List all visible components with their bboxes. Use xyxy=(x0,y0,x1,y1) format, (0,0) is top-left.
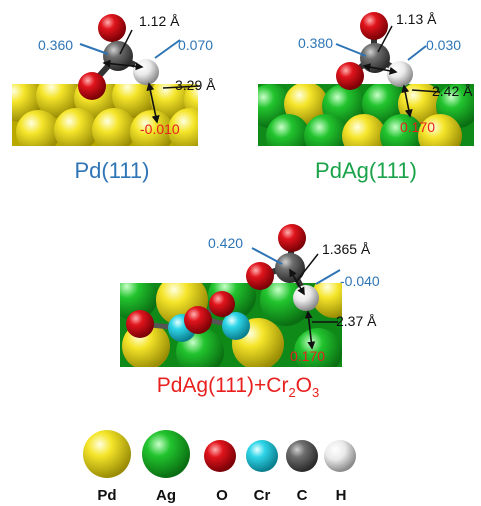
panel-title: PdAg(111) xyxy=(315,158,417,183)
pd-slab xyxy=(12,84,198,146)
oxygen-atom xyxy=(336,62,364,90)
bond-length-ch: 1.13 Å xyxy=(396,11,437,27)
legend-swatch-ag xyxy=(142,430,190,478)
panel-pdag111: 1.13 Å 0.380 0.030 2.42 Å 0.170 PdAg(111… xyxy=(258,11,474,183)
charge-oxygen: 0.360 xyxy=(38,37,73,53)
legend-label-pd: Pd xyxy=(97,487,116,504)
hydrogen-atom xyxy=(387,61,413,87)
panel-title: Pd(111) xyxy=(74,158,149,183)
oxygen-atom xyxy=(78,72,106,100)
panel-pdag111-cr2o3: 1.365 Å 0.420 -0.040 2.37 Å 0.170 PdAg(1… xyxy=(120,224,380,400)
bond-length-h-surface: 2.37 Å xyxy=(336,313,377,329)
charge-oxygen: 0.380 xyxy=(298,35,333,51)
charge-oxygen: 0.420 xyxy=(208,235,243,251)
pdag-slab xyxy=(258,84,474,146)
charge-hydrogen: -0.040 xyxy=(340,273,380,289)
legend-swatch-c xyxy=(286,440,318,472)
legend-swatch-h xyxy=(324,440,356,472)
legend-label-h: H xyxy=(336,487,347,504)
hydrogen-atom xyxy=(293,285,319,311)
panel-pd111: 1.12 Å 0.360 0.070 3.29 Å -0.010 Pd(111) xyxy=(12,13,216,183)
hydrogen-atom xyxy=(133,59,159,85)
panel-title: PdAg(111)+Cr2O3 xyxy=(157,374,320,400)
bond-length-h-surface: 3.29 Å xyxy=(175,77,216,93)
bond-length-ch: 1.365 Å xyxy=(322,241,371,257)
bond-length-h-surface: 2.42 Å xyxy=(432,83,473,99)
legend-swatch-o xyxy=(204,440,236,472)
legend-label-ag: Ag xyxy=(156,487,176,504)
bond-length-ch: 1.12 Å xyxy=(139,13,180,29)
legend-swatch-cr xyxy=(246,440,278,472)
legend-label-o: O xyxy=(216,487,228,504)
charge-surface: -0.010 xyxy=(140,121,180,137)
cr2o3-cluster xyxy=(126,291,250,342)
oxygen-atom xyxy=(209,291,235,317)
oxygen-atom xyxy=(184,306,212,334)
oxygen-atom xyxy=(278,224,306,252)
charge-hydrogen: 0.070 xyxy=(178,37,213,53)
charge-hydrogen: 0.030 xyxy=(426,37,461,53)
legend-label-c: C xyxy=(297,487,308,504)
oxygen-atom xyxy=(246,262,274,290)
oxygen-atom xyxy=(98,14,126,42)
legend-swatch-pd xyxy=(83,430,131,478)
charge-surface: 0.170 xyxy=(400,119,435,135)
legend: Pd Ag O Cr C H xyxy=(83,430,356,504)
carbon-atom xyxy=(275,253,305,283)
legend-label-cr: Cr xyxy=(254,487,271,504)
chromium-atom xyxy=(222,312,250,340)
carbon-atom xyxy=(103,41,133,71)
oxygen-atom xyxy=(360,12,388,40)
charge-surface: 0.170 xyxy=(290,348,325,364)
oxygen-atom xyxy=(126,310,154,338)
